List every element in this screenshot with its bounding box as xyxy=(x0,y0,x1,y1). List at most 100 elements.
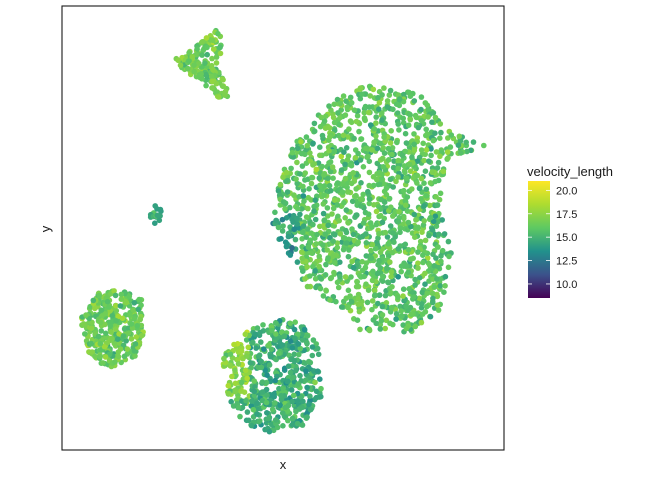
color-legend: velocity_length 20.0 17.5 15.0 12.5 10.0 xyxy=(527,164,613,298)
data-point xyxy=(331,269,337,276)
data-point xyxy=(401,187,407,194)
data-point xyxy=(335,213,341,220)
data-point xyxy=(204,44,210,51)
data-point xyxy=(385,279,391,286)
data-point xyxy=(357,234,363,241)
data-point xyxy=(285,363,292,370)
data-point xyxy=(433,194,439,200)
data-point xyxy=(312,197,319,203)
data-point xyxy=(406,286,413,292)
data-point xyxy=(389,304,395,311)
data-point xyxy=(310,221,316,228)
data-point xyxy=(111,288,117,294)
data-point xyxy=(376,230,382,237)
data-point xyxy=(266,342,272,348)
data-point xyxy=(299,150,305,157)
data-point xyxy=(420,252,426,258)
data-point xyxy=(403,303,409,310)
data-point xyxy=(384,98,391,104)
data-point xyxy=(435,244,441,250)
data-point xyxy=(296,351,302,358)
data-point xyxy=(347,118,354,124)
data-point xyxy=(250,339,256,346)
data-point xyxy=(284,177,291,184)
data-point xyxy=(306,358,312,365)
legend-ticks: 20.0 17.5 15.0 12.5 10.0 xyxy=(528,185,577,291)
data-point xyxy=(203,35,210,41)
data-point xyxy=(308,180,315,187)
data-point xyxy=(360,220,367,226)
data-point xyxy=(357,326,363,333)
data-point xyxy=(363,240,370,246)
data-point xyxy=(412,282,418,288)
legend-tick-label: 20.0 xyxy=(556,185,577,197)
data-point xyxy=(415,249,421,255)
data-point xyxy=(407,116,414,123)
data-point xyxy=(291,326,298,333)
data-point xyxy=(375,300,381,307)
data-point xyxy=(283,215,290,221)
data-point xyxy=(186,58,192,64)
data-point xyxy=(313,284,319,291)
data-point xyxy=(366,169,373,176)
data-point xyxy=(379,92,385,98)
data-point xyxy=(415,224,422,231)
data-point xyxy=(332,259,338,266)
data-point xyxy=(278,235,284,242)
data-point xyxy=(337,231,344,237)
data-point xyxy=(414,180,420,186)
data-point xyxy=(287,369,294,376)
data-point xyxy=(360,164,367,170)
data-point xyxy=(89,349,95,355)
data-point xyxy=(445,155,451,161)
data-point xyxy=(438,258,444,265)
data-point xyxy=(232,367,238,374)
data-point xyxy=(375,235,381,241)
data-point xyxy=(432,130,438,136)
data-point xyxy=(350,231,357,238)
data-point xyxy=(320,242,326,248)
data-point xyxy=(138,322,145,329)
data-point xyxy=(262,367,269,374)
data-point xyxy=(288,387,295,393)
data-point xyxy=(294,145,301,152)
data-point xyxy=(306,401,312,408)
data-point xyxy=(397,229,403,236)
data-point xyxy=(209,37,216,44)
data-point xyxy=(340,246,347,253)
data-point xyxy=(374,160,381,167)
data-point xyxy=(334,180,341,186)
data-point xyxy=(280,423,286,429)
data-point xyxy=(387,223,394,229)
data-point xyxy=(396,208,402,215)
data-point xyxy=(437,190,444,197)
data-point xyxy=(416,275,423,281)
data-point xyxy=(280,174,286,180)
data-point xyxy=(326,182,333,189)
data-point xyxy=(118,291,125,298)
data-point xyxy=(363,231,369,237)
data-point xyxy=(325,255,331,261)
legend-title: velocity_length xyxy=(527,164,613,179)
data-point xyxy=(350,170,357,176)
data-point xyxy=(357,157,364,163)
legend-tick-label: 15.0 xyxy=(556,232,577,244)
data-point xyxy=(445,238,452,245)
data-point xyxy=(129,325,136,331)
data-point xyxy=(481,142,487,149)
data-point xyxy=(424,131,431,137)
data-point xyxy=(457,150,464,156)
data-point xyxy=(254,411,260,417)
data-point xyxy=(287,252,294,258)
data-point xyxy=(346,247,352,253)
data-point xyxy=(109,336,115,342)
data-point xyxy=(425,114,431,120)
data-point xyxy=(282,200,289,206)
data-point xyxy=(273,217,279,224)
data-point xyxy=(355,291,362,298)
data-point xyxy=(427,214,434,221)
data-point xyxy=(334,279,341,286)
data-point xyxy=(343,145,350,151)
data-point xyxy=(128,336,135,342)
